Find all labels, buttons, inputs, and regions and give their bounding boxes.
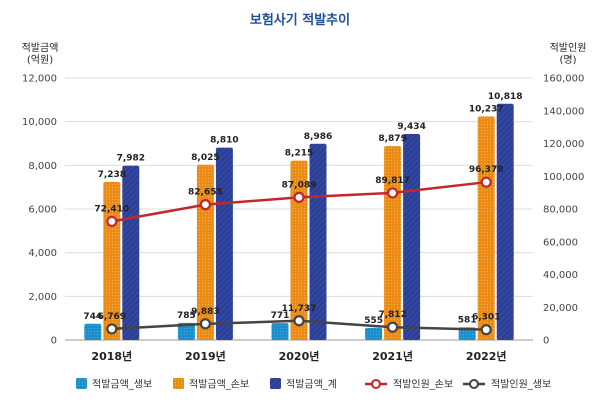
bar-적발금액_손보 [196, 164, 214, 340]
legend-label: 적발금액_생보 [92, 379, 152, 391]
line-point [387, 321, 399, 333]
legend-label: 적발금액_계 [286, 379, 337, 391]
bar-data-label: 8,025 [191, 153, 219, 163]
line-data-label: 89,817 [375, 176, 410, 186]
y-tick-right: 100,000 [543, 172, 584, 183]
bar-data-label: 785 [177, 311, 196, 321]
y-tick-right: 140,000 [543, 106, 584, 117]
chart-title: 보험사기 적발추이 [250, 12, 350, 28]
bar-data-label: 10,237 [469, 104, 504, 114]
line-point [293, 191, 305, 203]
bar-data-label: 9,434 [397, 122, 425, 132]
legend-swatch [270, 378, 281, 389]
y-tick-left: 2,000 [28, 292, 57, 303]
legend-swatch [173, 378, 184, 389]
line-point [293, 315, 305, 327]
line-point [106, 323, 118, 335]
y-tick-left: 10,000 [22, 117, 57, 128]
bar-적발금액_손보 [290, 160, 308, 340]
line-point [480, 324, 492, 336]
y-tick-right: 160,000 [543, 74, 584, 85]
y-axis-left-title: 적발금액 (억원) [22, 42, 59, 66]
line-point [480, 176, 492, 188]
x-tick-label: 2019년 [185, 349, 226, 363]
line-data-label: 9,883 [191, 307, 219, 317]
line-point [387, 187, 399, 199]
bar-적발금액_손보 [477, 116, 495, 341]
bar-적발금액_계 [122, 165, 140, 340]
bar-적발금액_계 [215, 147, 233, 340]
line-data-label: 96,378 [469, 165, 504, 175]
bar-data-label: 771 [271, 311, 290, 321]
line-point [106, 215, 118, 228]
bar-적발금액_생보 [271, 323, 289, 340]
y-tick-left: 8,000 [28, 161, 57, 172]
bar-적발금액_생보 [365, 327, 383, 340]
line-data-label: 82,655 [188, 188, 223, 198]
line-data-label: 11,737 [282, 304, 317, 314]
bar-data-label: 555 [364, 316, 383, 326]
y-tick-left: 4,000 [28, 248, 57, 259]
bar-data-label: 8,215 [285, 149, 313, 159]
bar-적발금액_계 [496, 103, 514, 340]
bar-data-label: 581 [458, 315, 477, 325]
bar-data-label: 8,810 [210, 136, 238, 146]
legend-swatch [76, 378, 87, 389]
y-tick-left: 12,000 [22, 74, 57, 85]
y-tick-left: 0 [51, 336, 57, 347]
y-tick-right: 0 [543, 336, 549, 347]
y-tick-right: 80,000 [543, 205, 578, 216]
legend-label: 적발금액_손보 [189, 379, 249, 391]
bar-data-label: 744 [83, 312, 102, 322]
line-data-label: 87,089 [282, 180, 317, 190]
line-point [199, 199, 211, 211]
y-tick-right: 20,000 [543, 303, 578, 314]
bar-data-label: 8,879 [378, 134, 406, 144]
line-data-label: 72,410 [94, 204, 129, 214]
bar-data-label: 7,238 [98, 170, 126, 180]
y-tick-right: 120,000 [543, 139, 584, 150]
y-axis-right-title: 적발인원 (명) [550, 42, 587, 66]
y-tick-left: 6,000 [28, 205, 57, 216]
legend-marker [469, 379, 479, 389]
line-data-label: 6,769 [98, 312, 126, 322]
legend-label: 적발인원_손보 [393, 379, 453, 391]
bar-적발금액_생보 [84, 323, 102, 340]
x-tick-label: 2021년 [372, 349, 413, 363]
bar-적발금액_생보 [177, 322, 195, 340]
bar-적발금액_계 [403, 134, 421, 340]
x-tick-label: 2022년 [466, 349, 507, 363]
y-tick-right: 40,000 [543, 270, 578, 281]
line-point [199, 318, 211, 330]
x-tick-label: 2018년 [91, 349, 132, 363]
bar-적발금액_계 [309, 143, 327, 340]
bar-data-label: 10,818 [488, 92, 523, 102]
y-tick-right: 60,000 [543, 237, 578, 248]
bar-data-label: 7,982 [117, 154, 145, 164]
line-data-label: 7,812 [378, 310, 406, 320]
legend-label: 적발인원_생보 [491, 379, 551, 391]
line-data-label: 6,301 [472, 313, 500, 323]
bar-data-label: 8,986 [304, 132, 332, 142]
x-tick-label: 2020년 [279, 349, 320, 363]
legend-marker [371, 379, 381, 389]
